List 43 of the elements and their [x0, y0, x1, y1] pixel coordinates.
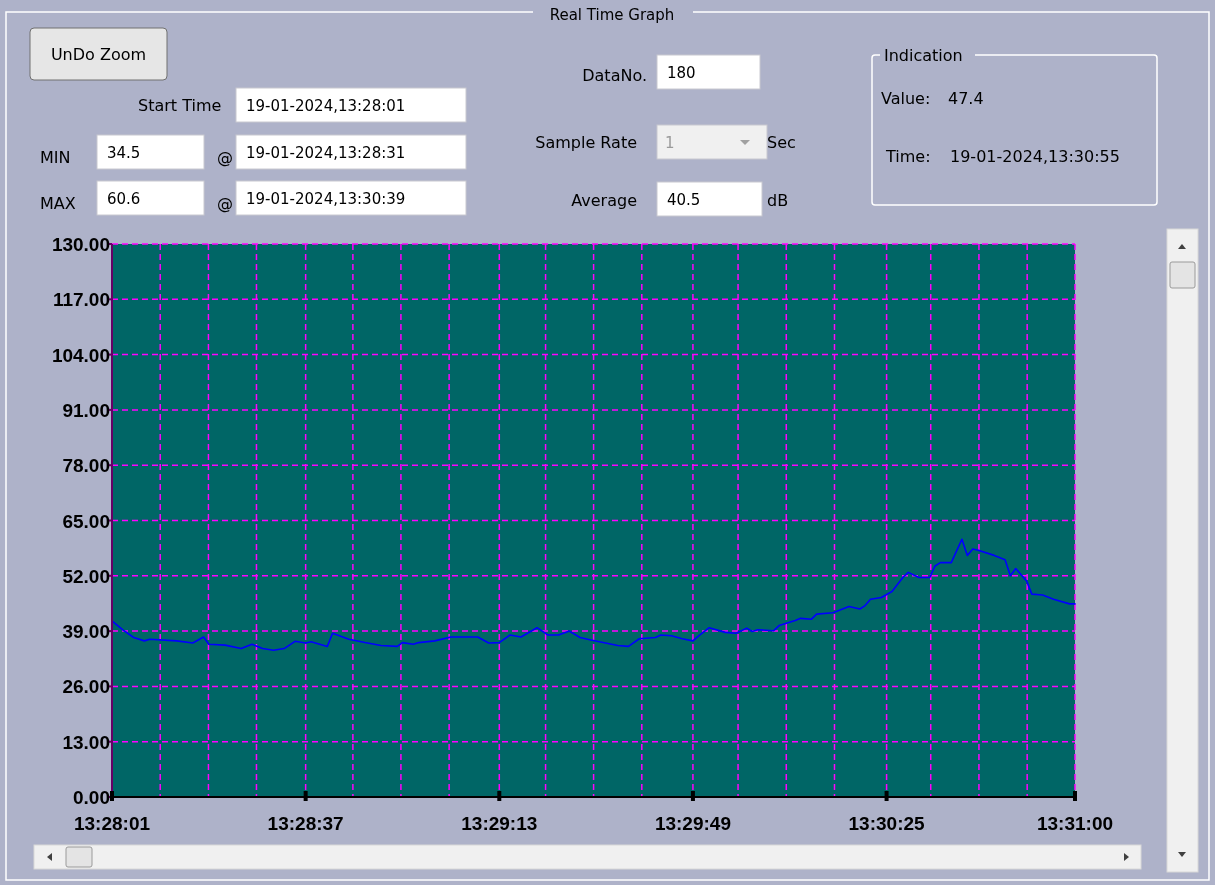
y-tick-label: 0.00: [73, 787, 110, 808]
text: 19-01-2024,13:30:39: [246, 190, 406, 208]
text: DataNo.: [582, 66, 647, 85]
text: 19-01-2024,13:28:01: [246, 97, 406, 115]
y-tick-label: 117.00: [52, 289, 110, 311]
text: 60.6: [107, 190, 141, 208]
text: Average: [571, 191, 637, 210]
chart-title: Real Time Graph: [549, 6, 675, 24]
y-tick-label: 39.00: [62, 621, 110, 643]
x-tick-label: 13:29:49: [654, 813, 731, 834]
y-tick-label: 130.00: [51, 234, 110, 255]
y-tick-label: 52.00: [62, 565, 110, 587]
x-tick-label: 13:31:00: [1036, 813, 1114, 834]
text: Start Time: [138, 96, 222, 115]
text: MAX: [40, 194, 76, 213]
x-tick-label: 13:30:25: [848, 813, 926, 834]
text: 19-01-2024,13:30:55: [950, 147, 1120, 166]
text: 34.5: [107, 144, 141, 162]
line-series: [111, 538, 1076, 652]
text: 1: [665, 134, 675, 152]
y-tick-label: 78.00: [62, 455, 110, 477]
x-tick-label: 13:28:37: [267, 813, 344, 834]
undo-zoom-button: UnDo Zoom: [29, 27, 168, 81]
text: @: [217, 194, 233, 213]
x-tick-label: 13:28:01: [73, 813, 151, 834]
text: @: [217, 148, 233, 167]
y-tick-label: 26.00: [62, 676, 110, 698]
y-tick-label: 104.00: [51, 344, 110, 366]
text: Sample Rate: [535, 133, 637, 152]
text: Indication: [884, 46, 963, 65]
y-tick-label: 91.00: [62, 399, 110, 421]
y-tick-label: 65.00: [62, 510, 110, 532]
text: 40.5: [667, 191, 701, 209]
text: 47.4: [948, 89, 984, 108]
text: Sec: [767, 133, 796, 152]
text: Value:: [881, 89, 931, 108]
text: MIN: [40, 148, 71, 167]
x-tick-label: 13:29:13: [461, 813, 538, 834]
text: 180: [667, 64, 696, 82]
text: Time:: [885, 147, 931, 166]
text: 19-01-2024,13:28:31: [246, 144, 406, 162]
y-tick-label: 13.00: [62, 731, 110, 753]
text: dB: [767, 191, 789, 210]
